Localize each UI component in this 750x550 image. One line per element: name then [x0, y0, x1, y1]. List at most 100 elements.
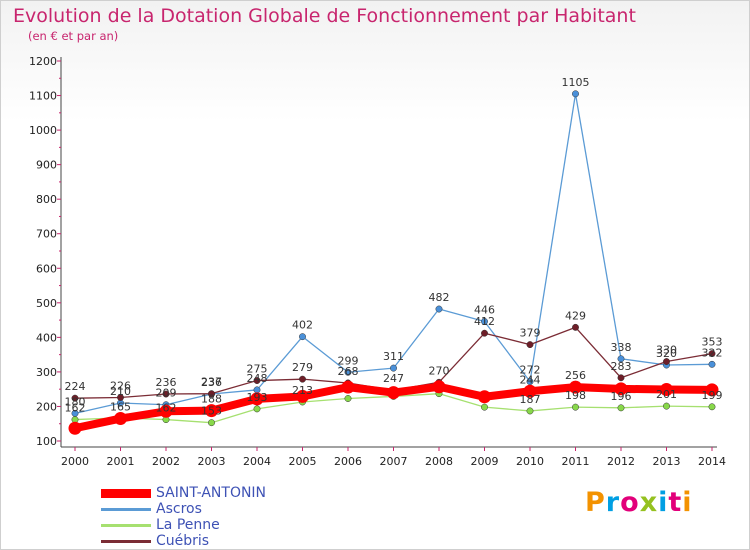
point-ascros: [390, 364, 397, 372]
point-cu-bris: [117, 394, 124, 401]
data-label-ascros: 248: [247, 372, 268, 385]
data-label-cu-bris: 236: [156, 376, 177, 389]
x-tick-label: 2002: [152, 455, 180, 468]
x-tick-label: 2012: [607, 455, 635, 468]
point-la-penne: [344, 395, 352, 402]
data-label-ascros: 210: [110, 385, 131, 398]
y-tick-label: 1100: [29, 90, 57, 103]
legend-label: La Penne: [156, 517, 220, 533]
data-label-ascros: 299: [338, 354, 359, 367]
data-label-la-penne: 193: [247, 391, 268, 404]
point-la-penne: [663, 402, 670, 410]
data-label-cu-bris: 279: [292, 361, 313, 374]
data-label-cu-bris: 224: [65, 380, 86, 393]
x-tick-label: 2009: [471, 455, 499, 468]
data-label-la-penne: 198: [565, 389, 586, 402]
data-label-ascros: 180: [65, 395, 86, 408]
point-cu-bris: [253, 377, 261, 384]
data-label-ascros: 272: [520, 364, 541, 377]
point-saint-antonin: [205, 404, 218, 418]
data-label-cu-bris: 270: [429, 364, 450, 377]
x-tick-label: 2005: [289, 455, 317, 468]
x-tick-label: 2001: [107, 455, 135, 468]
legend-label: Ascros: [156, 501, 202, 517]
x-tick-label: 2014: [698, 455, 726, 468]
x-tick-label: 2008: [425, 455, 453, 468]
data-label-saint-antonin: 244: [520, 373, 541, 386]
data-label-ascros: 311: [383, 350, 404, 363]
point-saint-antonin: [432, 380, 446, 394]
point-saint-antonin: [523, 384, 537, 398]
y-tick-label: 200: [36, 400, 57, 413]
x-tick-label: 2007: [380, 455, 408, 468]
data-label-cu-bris: 247: [383, 372, 404, 385]
point-cu-bris: [208, 390, 215, 398]
point-ascros: [617, 355, 625, 363]
point-saint-antonin: [569, 380, 582, 394]
data-label-la-penne: 201: [656, 388, 677, 401]
data-label-ascros: 482: [429, 291, 450, 304]
data-label-saint-antonin: 188: [201, 393, 222, 406]
x-tick-label: 2006: [334, 455, 362, 468]
y-tick-label: 800: [36, 193, 57, 206]
point-ascros: [708, 360, 716, 368]
point-saint-antonin: [478, 390, 491, 404]
y-tick-label: 300: [36, 366, 57, 379]
data-label-ascros: 320: [656, 347, 677, 360]
data-label-cu-bris: 283: [611, 360, 632, 373]
x-tick-label: 2003: [198, 455, 226, 468]
y-tick-label: 1200: [29, 55, 57, 68]
data-label-ascros: 236: [201, 376, 222, 389]
point-la-penne: [526, 407, 534, 415]
point-la-penne: [617, 404, 625, 412]
data-label-cu-bris: 429: [565, 309, 586, 322]
legend-label: Cuébris: [156, 533, 210, 549]
point-saint-antonin: [296, 389, 309, 403]
point-cu-bris: [299, 375, 306, 383]
data-label-ascros: 322: [702, 346, 723, 359]
point-ascros: [299, 333, 306, 341]
x-tick-label: 2000: [61, 455, 89, 468]
data-label-cu-bris: 237: [201, 376, 222, 389]
point-ascros: [481, 318, 488, 325]
data-label-cu-bris: 379: [520, 327, 541, 340]
point-ascros: [435, 305, 443, 313]
point-saint-antonin: [660, 383, 673, 397]
point-ascros: [572, 90, 579, 98]
point-saint-antonin: [705, 383, 719, 397]
x-tick-label: 2013: [653, 455, 681, 468]
x-tick-label: 2010: [516, 455, 544, 468]
data-label-la-penne: 213: [292, 384, 313, 397]
point-saint-antonin: [250, 392, 264, 406]
y-tick-label: 900: [36, 159, 57, 172]
chart-title: Evolution de la Dotation Globale de Fonc…: [13, 5, 636, 27]
data-label-cu-bris: 275: [247, 363, 268, 376]
series-group: [68, 90, 719, 435]
point-saint-antonin: [614, 382, 628, 396]
point-cu-bris: [663, 358, 670, 365]
data-label-ascros: 338: [611, 341, 632, 354]
x-tick-label: 2004: [243, 455, 271, 468]
data-label-la-penne: 196: [611, 390, 632, 403]
data-label-la-penne: 153: [201, 405, 222, 418]
point-la-penne: [708, 403, 716, 411]
data-label-saint-antonin: 256: [565, 369, 586, 382]
point-saint-antonin: [159, 404, 173, 418]
data-label-la-penne: 162: [65, 402, 86, 415]
data-label-cu-bris: 330: [656, 344, 677, 357]
point-saint-antonin: [114, 412, 127, 426]
data-label-ascros: 402: [292, 319, 313, 332]
legend-label: SAINT-ANTONIN: [156, 485, 267, 501]
point-cu-bris: [708, 350, 716, 358]
legend-swatch: [101, 524, 151, 527]
y-tick-label: 100: [36, 435, 57, 448]
y-tick-label: 700: [36, 228, 57, 241]
point-cu-bris: [526, 341, 534, 349]
point-cu-bris: [71, 394, 79, 402]
y-tick-label: 500: [36, 297, 57, 310]
point-ascros: [344, 368, 352, 376]
data-label-cu-bris: 268: [338, 365, 359, 378]
legend-swatch: [101, 508, 151, 511]
